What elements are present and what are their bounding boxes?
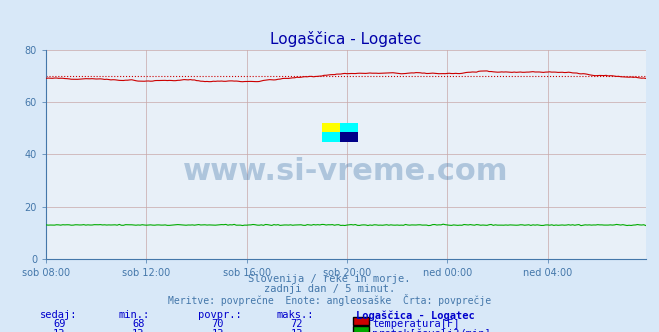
- Text: 13: 13: [291, 329, 302, 332]
- Text: maks.:: maks.:: [277, 310, 314, 320]
- Text: povpr.:: povpr.:: [198, 310, 241, 320]
- Text: 13: 13: [212, 329, 223, 332]
- Text: Slovenija / reke in morje.: Slovenija / reke in morje.: [248, 274, 411, 284]
- Text: 70: 70: [212, 319, 223, 329]
- Text: temperatura[F]: temperatura[F]: [372, 319, 460, 329]
- Text: min.:: min.:: [119, 310, 150, 320]
- Bar: [340, 132, 358, 142]
- Title: Logaščica - Logatec: Logaščica - Logatec: [270, 31, 422, 47]
- Text: 72: 72: [291, 319, 302, 329]
- Text: 69: 69: [53, 319, 65, 329]
- Bar: [340, 123, 358, 132]
- Text: www.si-vreme.com: www.si-vreme.com: [183, 157, 509, 186]
- Text: 68: 68: [132, 319, 144, 329]
- Text: pretok[čevelj3/min]: pretok[čevelj3/min]: [372, 329, 491, 332]
- Bar: [322, 132, 340, 142]
- Bar: [322, 123, 358, 142]
- Text: sedaj:: sedaj:: [40, 310, 77, 320]
- Text: Meritve: povprečne  Enote: angleosaške  Črta: povprečje: Meritve: povprečne Enote: angleosaške Čr…: [168, 294, 491, 306]
- Text: 13: 13: [132, 329, 144, 332]
- Text: Logaščica - Logatec: Logaščica - Logatec: [356, 310, 474, 321]
- Text: 13: 13: [53, 329, 65, 332]
- Text: zadnji dan / 5 minut.: zadnji dan / 5 minut.: [264, 284, 395, 294]
